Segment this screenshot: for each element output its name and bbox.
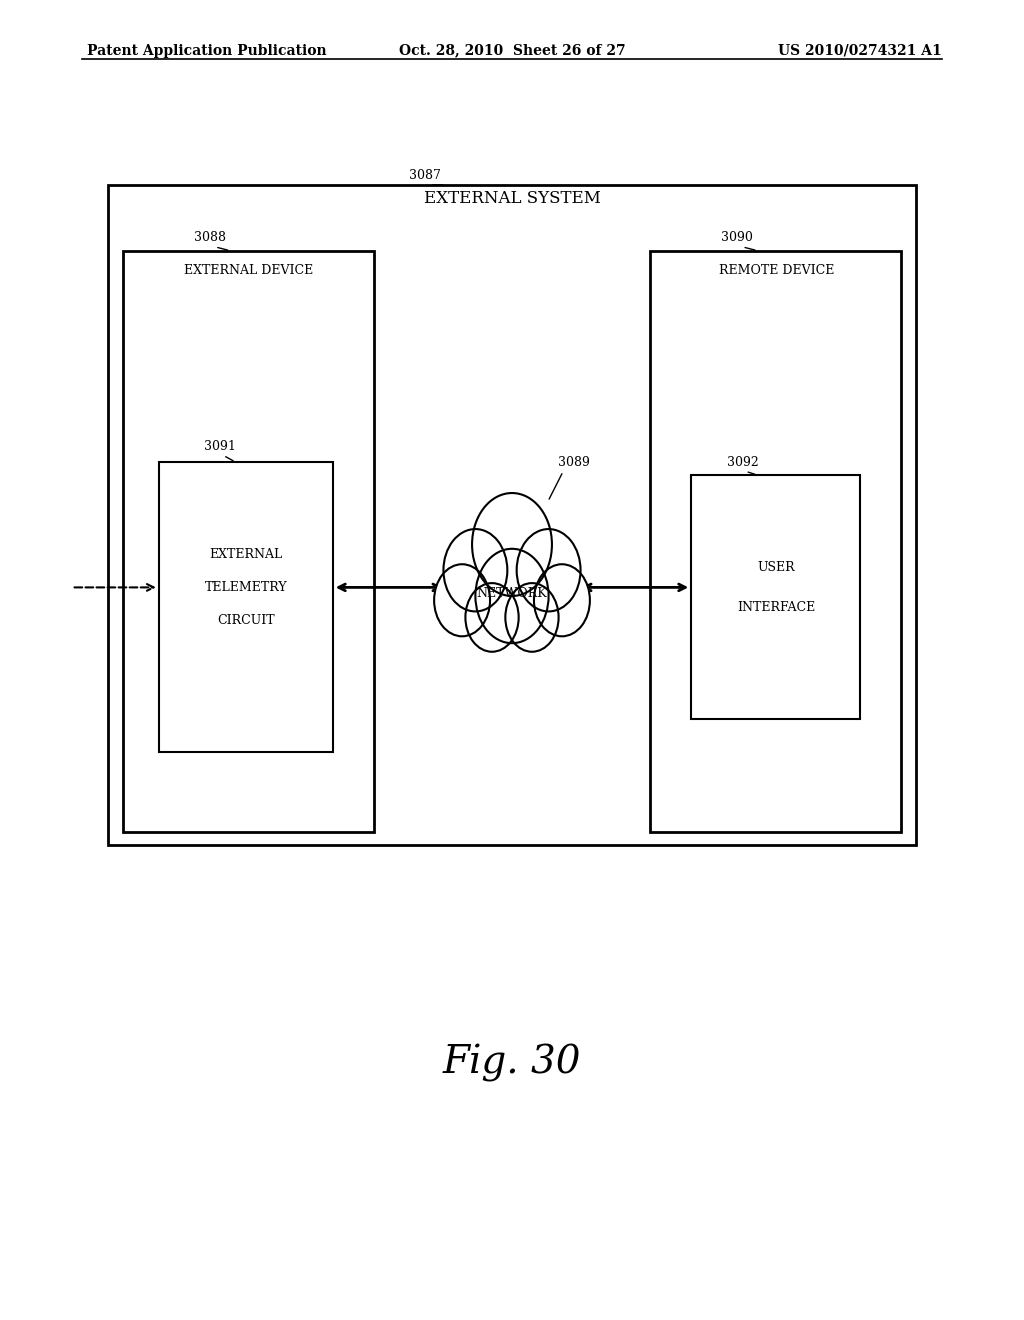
FancyBboxPatch shape — [108, 185, 916, 845]
Text: US 2010/0274321 A1: US 2010/0274321 A1 — [778, 44, 942, 58]
Circle shape — [517, 529, 581, 611]
Text: 3092: 3092 — [726, 455, 759, 469]
Circle shape — [443, 529, 507, 611]
Text: 3087: 3087 — [409, 169, 441, 182]
Circle shape — [434, 564, 490, 636]
Text: Oct. 28, 2010  Sheet 26 of 27: Oct. 28, 2010 Sheet 26 of 27 — [398, 44, 626, 58]
Text: NETWORK: NETWORK — [476, 587, 548, 601]
Text: 3088: 3088 — [194, 231, 226, 244]
Text: CIRCUIT: CIRCUIT — [217, 614, 274, 627]
Circle shape — [465, 583, 518, 652]
FancyBboxPatch shape — [159, 462, 333, 752]
Circle shape — [475, 549, 549, 643]
Text: Fig. 30: Fig. 30 — [442, 1044, 582, 1081]
FancyBboxPatch shape — [650, 251, 901, 832]
Text: 3091: 3091 — [204, 440, 237, 453]
Text: USER: USER — [758, 561, 795, 574]
Text: 3090: 3090 — [721, 231, 754, 244]
Text: EXTERNAL DEVICE: EXTERNAL DEVICE — [184, 264, 313, 277]
FancyBboxPatch shape — [691, 475, 860, 719]
FancyBboxPatch shape — [123, 251, 374, 832]
Text: REMOTE DEVICE: REMOTE DEVICE — [719, 264, 834, 277]
Text: EXTERNAL SYSTEM: EXTERNAL SYSTEM — [424, 190, 600, 207]
Circle shape — [534, 564, 590, 636]
Circle shape — [505, 583, 559, 652]
Text: Patent Application Publication: Patent Application Publication — [87, 44, 327, 58]
Text: TELEMETRY: TELEMETRY — [205, 581, 287, 594]
Text: 3089: 3089 — [558, 455, 590, 469]
Text: EXTERNAL: EXTERNAL — [209, 548, 283, 561]
Circle shape — [472, 492, 552, 597]
Text: INTERFACE: INTERFACE — [737, 601, 815, 614]
